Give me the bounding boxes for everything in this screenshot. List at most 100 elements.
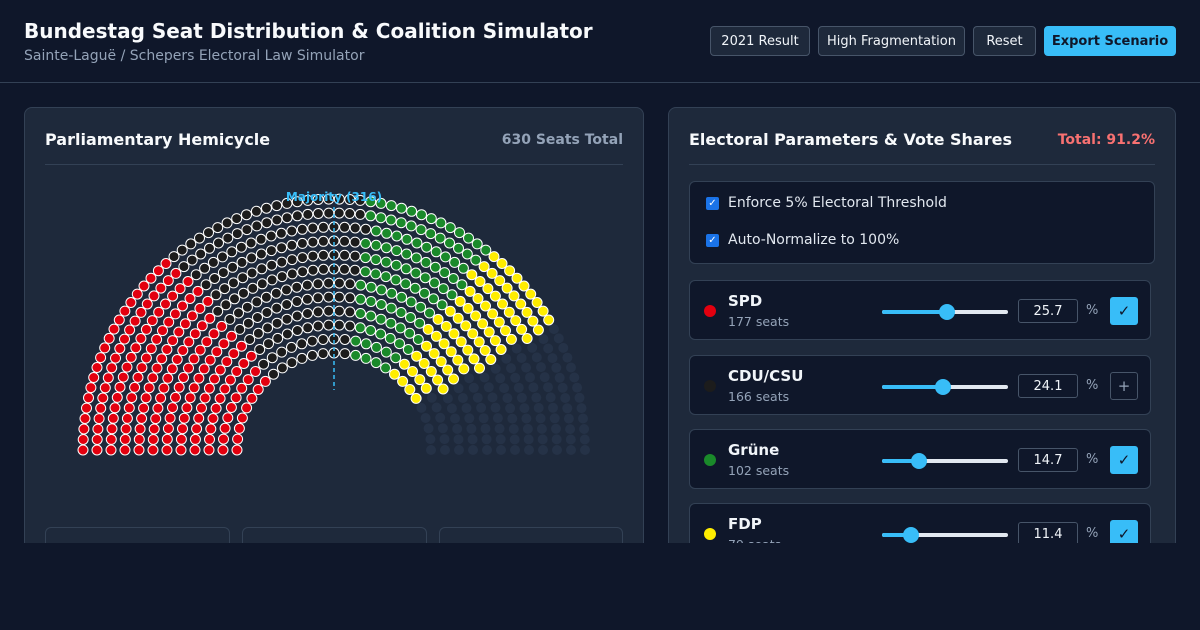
seat-dot [241, 224, 253, 236]
preset-fragmentation-button[interactable]: High Fragmentation [818, 26, 965, 56]
seat-dot [150, 413, 162, 425]
seat-dot [227, 261, 239, 273]
party-color-dot [704, 528, 716, 540]
seat-dot [106, 362, 118, 374]
seat-dot [317, 235, 329, 247]
include-toggle-button[interactable]: + [1110, 372, 1138, 400]
seat-dot [420, 382, 432, 394]
seat-dot [175, 433, 187, 445]
seat-dot [538, 334, 549, 345]
check-icon: ✓ [1117, 525, 1131, 543]
export-scenario-button[interactable]: Export Scenario [1044, 26, 1176, 56]
seat-dot [281, 284, 292, 296]
vote-share-slider[interactable] [882, 453, 1008, 469]
vote-share-input[interactable]: 25.7 [1018, 299, 1078, 323]
check-icon: ✓ [1117, 451, 1131, 469]
seat-dot [462, 302, 474, 314]
vote-share-input[interactable]: 14.7 [1018, 448, 1078, 472]
vote-share-input[interactable]: 11.4 [1018, 522, 1078, 546]
seat-dot [360, 223, 372, 235]
seat-dot [579, 434, 590, 445]
seat-dot [199, 262, 211, 274]
slider-thumb[interactable] [934, 379, 951, 395]
seat-dot [265, 230, 277, 242]
seat-dot [385, 317, 397, 329]
seat-dot [394, 322, 406, 334]
seat-dot [307, 222, 319, 234]
seat-dot [531, 392, 542, 403]
seat-dot [489, 335, 501, 347]
threshold-label: Enforce 5% Electoral Threshold [728, 195, 947, 211]
seat-dot [168, 251, 180, 263]
seat-dot [452, 354, 464, 366]
seat-dot [121, 412, 133, 424]
seat-dot [482, 445, 492, 455]
seat-dot [549, 413, 560, 424]
party-color-dot [704, 454, 716, 466]
threshold-checkbox[interactable]: ✓ [706, 196, 719, 210]
options-box [689, 181, 1155, 264]
seat-dot [224, 313, 236, 325]
party-seats: 177 seats [728, 314, 790, 329]
vote-share-slider[interactable] [882, 304, 1008, 320]
seat-dot [370, 357, 382, 369]
seat-dot [155, 282, 167, 294]
seat-dot [231, 213, 243, 225]
seat-dot [236, 382, 248, 394]
seat-dot [147, 434, 159, 445]
seat-dot [236, 340, 247, 352]
seat-dot [286, 254, 298, 266]
seat-dot [209, 373, 220, 385]
vote-share-slider[interactable] [882, 379, 1008, 395]
vote-share-input[interactable]: 24.1 [1018, 374, 1078, 398]
seat-dot [235, 241, 247, 253]
threshold-option[interactable]: ✓ Enforce 5% Electoral Threshold [706, 195, 947, 211]
seat-dot [125, 297, 137, 308]
seat-dot [400, 278, 412, 290]
include-toggle-button[interactable]: ✓ [1110, 297, 1138, 325]
seat-dot [468, 353, 480, 365]
slider-thumb[interactable] [938, 304, 955, 320]
seat-dot [291, 196, 303, 208]
seat-dot [210, 289, 222, 301]
slider-thumb[interactable] [911, 453, 928, 469]
seat-dot [217, 251, 228, 263]
include-toggle-button[interactable]: ✓ [1110, 446, 1138, 474]
seat-dot [204, 433, 215, 445]
seat-dot [480, 423, 491, 434]
seat-dot [453, 434, 464, 445]
seat-dot [286, 357, 298, 369]
party-color-dot [704, 305, 716, 317]
seat-dot [442, 393, 453, 404]
seat-dot [390, 259, 402, 271]
seat-dot [476, 402, 487, 413]
seat-dot [212, 222, 224, 234]
seat-dot [266, 259, 278, 271]
normalize-checkbox[interactable]: ✓ [706, 233, 719, 247]
seat-dot [183, 336, 195, 348]
seat-dot [276, 271, 288, 283]
normalize-option[interactable]: ✓ Auto-Normalize to 100% [706, 232, 899, 248]
vote-share-slider[interactable] [882, 527, 1008, 543]
seat-dot [114, 343, 126, 354]
seat-dot [219, 383, 231, 395]
seat-dot [422, 323, 434, 335]
preset-2021-button[interactable]: 2021 Result [710, 26, 810, 56]
seat-dot [503, 306, 515, 318]
normalize-label: Auto-Normalize to 100% [728, 232, 900, 248]
seat-dot [516, 353, 527, 363]
reset-button[interactable]: Reset [973, 26, 1036, 56]
seat-dot [114, 381, 126, 393]
seat-dot [400, 263, 412, 275]
slider-thumb[interactable] [902, 527, 919, 543]
seat-dot [463, 232, 474, 244]
seat-dot [173, 381, 185, 393]
seat-dot [271, 214, 283, 226]
seat-dot [174, 283, 186, 295]
seat-dot [196, 320, 208, 332]
seat-dot [461, 248, 473, 260]
seat-dot [117, 371, 129, 383]
seat-dot [496, 258, 508, 269]
seat-dot [286, 225, 298, 237]
seat-dot [528, 382, 539, 393]
